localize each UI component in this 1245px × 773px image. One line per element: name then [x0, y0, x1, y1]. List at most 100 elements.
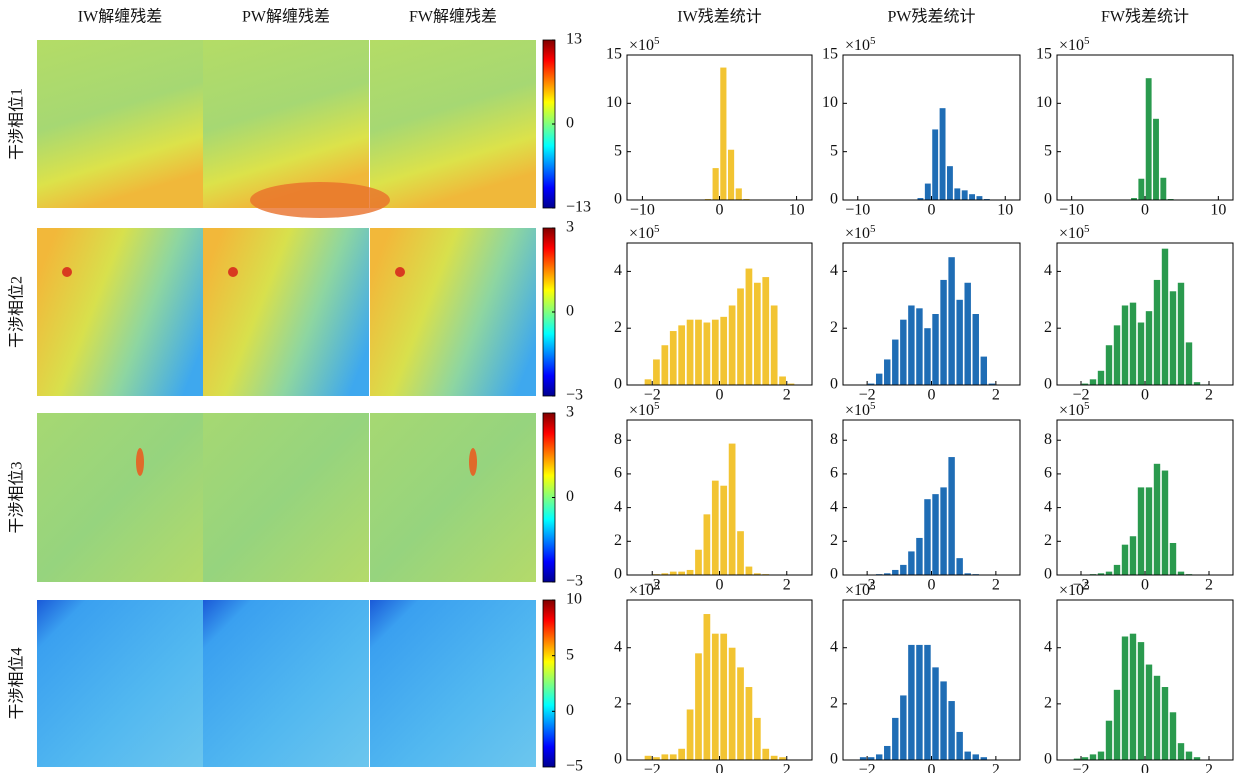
y-tick-label: 5 [1044, 142, 1052, 159]
y-scale-base: ×10 [845, 37, 870, 54]
bar [948, 457, 955, 575]
y-tick-label: 4 [614, 262, 622, 279]
x-tick-label: −2 [644, 387, 661, 404]
bar [712, 168, 719, 200]
bar [1137, 487, 1145, 575]
residual-map [37, 40, 203, 208]
x-tick-label: −2 [1072, 577, 1089, 594]
bar [1160, 177, 1167, 200]
chart-title: FW残差统计 [1101, 8, 1189, 26]
bar [939, 108, 946, 200]
bar [745, 687, 753, 760]
bar [770, 755, 778, 760]
x-tick-label: 2 [992, 387, 1000, 404]
bar [1129, 302, 1137, 385]
bar [1177, 571, 1185, 575]
plot-area [627, 420, 812, 575]
y-tick-label: 4 [830, 262, 838, 279]
y-tick-label: 10 [822, 94, 838, 111]
column-title: IW解缠残差 [78, 8, 162, 26]
bar [908, 644, 915, 760]
bar [787, 383, 795, 385]
bar [948, 257, 955, 385]
bar [745, 268, 753, 385]
y-scale-base: ×10 [629, 402, 654, 419]
bar [900, 564, 907, 575]
bar [711, 319, 719, 385]
x-tick-label: −2 [859, 577, 876, 594]
bar [1105, 345, 1113, 385]
colorbar-tick-label: 10 [566, 591, 582, 608]
bar [711, 480, 719, 575]
y-scale-exponent: 5 [654, 35, 660, 47]
y-tick-label: 2 [830, 532, 838, 549]
y-tick-label: 8 [614, 431, 622, 448]
bar [908, 305, 915, 385]
y-scale-exponent: 5 [870, 580, 876, 592]
y-scale-exponent: 5 [654, 223, 660, 235]
bar [956, 731, 963, 760]
y-scale-exponent: 5 [870, 35, 876, 47]
y-scale-exponent: 5 [654, 580, 660, 592]
bar [695, 549, 702, 575]
y-scale-base: ×10 [1059, 582, 1084, 599]
y-tick-label: 2 [1044, 319, 1052, 336]
colorbar-tick-label: 0 [566, 702, 574, 719]
y-scale-base: ×10 [845, 225, 870, 242]
bar [745, 566, 753, 575]
bar [859, 757, 867, 760]
colorbar-tick-label: 3 [566, 219, 574, 236]
plot-area [843, 600, 1020, 760]
y-tick-label: 4 [614, 498, 622, 515]
bar [867, 383, 875, 385]
x-tick-label: 2 [1205, 762, 1213, 773]
bar [703, 614, 711, 760]
x-tick-label: 2 [1205, 577, 1213, 594]
bar [728, 443, 736, 575]
row-label: 干涉相位4 [8, 647, 26, 719]
bar [686, 319, 694, 385]
residual-map [203, 600, 369, 767]
y-scale-exponent: 5 [870, 223, 876, 235]
bar [1185, 751, 1193, 760]
x-tick-label: 0 [1141, 387, 1149, 404]
bar [867, 757, 875, 760]
x-tick-label: 0 [928, 387, 936, 404]
bar [932, 129, 939, 200]
y-scale-exponent: 5 [1084, 400, 1090, 412]
x-tick-label: −2 [859, 387, 876, 404]
bar [661, 573, 669, 575]
bar [1113, 689, 1121, 760]
bar [695, 319, 702, 385]
bar [737, 288, 744, 385]
x-tick-label: 0 [1141, 577, 1149, 594]
bar [980, 356, 988, 385]
y-scale-exponent: 5 [1084, 35, 1090, 47]
bar [969, 194, 976, 200]
bar [720, 316, 728, 385]
y-scale-base: ×10 [1059, 225, 1084, 242]
plot-area [1057, 55, 1233, 200]
bar [1185, 342, 1193, 385]
residual-map [37, 413, 203, 582]
bar [753, 573, 761, 575]
colorbar [542, 599, 556, 768]
y-tick-label: 2 [1044, 695, 1052, 712]
bar [678, 748, 686, 760]
colorbar-tick-label: −3 [566, 387, 583, 404]
y-tick-label: 0 [830, 191, 838, 208]
bar [956, 558, 963, 575]
bar [961, 190, 968, 200]
y-tick-label: 0 [1044, 191, 1052, 208]
bar [762, 748, 770, 760]
bar [924, 499, 931, 575]
residual-map [370, 228, 536, 396]
residual-map [37, 228, 203, 396]
x-tick-label: 10 [789, 202, 805, 219]
row-label: 干涉相位2 [8, 276, 26, 348]
bar [695, 653, 702, 760]
bar [924, 644, 931, 760]
bar [954, 188, 961, 200]
plot-area [1057, 243, 1233, 385]
bar [1129, 633, 1137, 760]
